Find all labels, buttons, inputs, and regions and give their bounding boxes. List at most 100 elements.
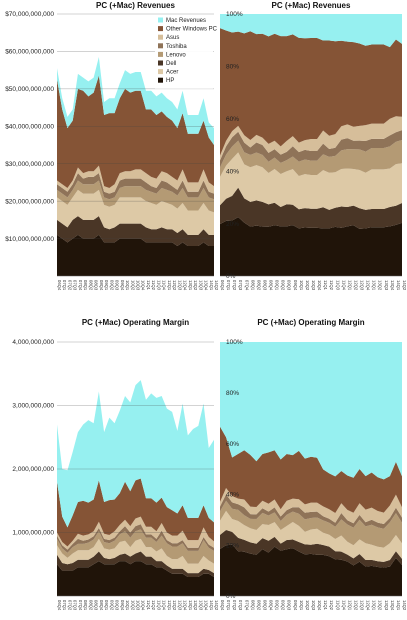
x-tick-label: 08Q2 (256, 600, 261, 611)
y-tick-label: 20% (226, 542, 239, 549)
legend-entry: Other Windows PC (166, 27, 218, 33)
series-area-other-windows-pc (57, 478, 214, 547)
legend-swatch (158, 51, 163, 57)
x-tick-label: 13Q4 (204, 600, 209, 611)
series-area-mac-revenues (57, 380, 214, 528)
x-tick-label: 06Q4 (220, 600, 225, 611)
x-tick-label: 10Q2 (130, 600, 135, 611)
x-tick-label: 08Q1 (250, 600, 255, 611)
series-area-dell (220, 187, 402, 229)
legend-entry: HP (166, 78, 174, 84)
x-tick-label: 12Q1 (167, 280, 172, 291)
x-tick-label: 14Q1 (396, 280, 401, 291)
y-tick-label: $10,000,000,000 (5, 236, 54, 243)
x-tick-label: 10Q4 (317, 600, 322, 611)
x-tick-label: 14Q1 (209, 280, 214, 291)
legend-swatch (158, 26, 163, 32)
x-tick-label: 09Q2 (109, 600, 114, 611)
series-area-acer (220, 510, 402, 562)
x-tick-label: 07Q4 (244, 600, 249, 611)
x-tick-label: 11Q2 (329, 600, 334, 611)
x-tick-label: 06Q4 (57, 600, 62, 611)
x-tick-label: 07Q1 (62, 600, 67, 611)
x-tick-label: 08Q2 (256, 280, 261, 291)
series-area-other-windows-pc (220, 426, 402, 513)
y-tick-label: 80% (226, 390, 239, 397)
x-tick-label: 09Q1 (104, 280, 109, 291)
x-tick-label: 10Q3 (311, 280, 316, 291)
y-tick-label: 3,000,000,000 (12, 403, 54, 410)
legend-entry: Asus (166, 35, 179, 41)
x-tick-label: 08Q2 (88, 280, 93, 291)
x-tick-label: 09Q3 (287, 600, 292, 611)
x-tick-label: 11Q4 (162, 280, 167, 291)
x-tick-label: 12Q2 (172, 280, 177, 291)
x-tick-label: 11Q3 (335, 600, 340, 611)
x-tick-label: 07Q3 (238, 280, 243, 291)
x-tick-label: 08Q4 (269, 280, 274, 291)
legend-entry: Dell (166, 61, 176, 67)
x-tick-label: 11Q1 (146, 600, 151, 611)
chart-title: PC (+Mac) Operating Margin (82, 318, 189, 327)
x-tick-label: 10Q4 (141, 280, 146, 291)
y-tick-label: $50,000,000,000 (5, 86, 54, 93)
x-tick-label: 11Q1 (146, 280, 151, 291)
x-tick-label: 08Q3 (94, 600, 99, 611)
legend-entry: Acer (166, 70, 178, 76)
series-area-asus (57, 165, 214, 194)
x-tick-label: 12Q2 (353, 600, 358, 611)
x-tick-label: 14Q2 (402, 600, 407, 611)
x-tick-label: 08Q4 (269, 600, 274, 611)
series-area-asus (220, 116, 402, 161)
x-tick-label: 07Q2 (232, 280, 237, 291)
x-tick-label: 06Q4 (220, 280, 225, 291)
x-tick-label: 10Q4 (317, 280, 322, 291)
series-area-mac-revenues (220, 14, 402, 48)
y-tick-label: 40% (226, 492, 239, 499)
x-tick-label: 10Q3 (136, 600, 141, 611)
x-tick-label: 06Q4 (57, 280, 62, 291)
chart-panel-2: PC (+Mac) Operating Margin 1,000,000,000 2… (12, 318, 219, 611)
chart-title: PC (+Mac) Revenues (272, 1, 351, 10)
series-area-lenovo (57, 180, 214, 213)
x-tick-label: 07Q1 (226, 280, 231, 291)
x-tick-label: 08Q3 (262, 600, 267, 611)
x-tick-label: 10Q1 (299, 280, 304, 291)
y-tick-label: $60,000,000,000 (5, 49, 54, 56)
series-area-hp (220, 217, 402, 276)
x-tick-label: 12Q4 (366, 600, 371, 611)
series-area-other-windows-pc (220, 28, 402, 156)
series-area-toshiba (57, 173, 214, 200)
y-tick-label: 100% (226, 339, 243, 346)
x-tick-label: 11Q4 (341, 280, 346, 291)
series-area-lenovo (220, 500, 402, 548)
x-tick-label: 08Q1 (83, 600, 88, 611)
x-tick-label: 10Q1 (125, 600, 130, 611)
series-area-dell (220, 529, 402, 568)
y-tick-label: 0% (226, 273, 236, 280)
x-tick-label: 13Q1 (188, 280, 193, 291)
legend-swatch (158, 43, 163, 49)
x-tick-label: 14Q2 (402, 280, 407, 291)
x-tick-label: 09Q3 (115, 280, 120, 291)
series-area-lenovo (57, 529, 214, 564)
x-tick-label: 14Q1 (209, 600, 214, 611)
x-tick-label: 12Q1 (347, 600, 352, 611)
x-tick-label: 07Q2 (232, 600, 237, 611)
x-tick-label: 07Q1 (62, 280, 67, 291)
chart-panel-0: PC (+Mac) Revenues $10,000,000,000 $20,000… (5, 1, 219, 291)
x-tick-label: 13Q2 (193, 600, 198, 611)
x-tick-label: 12Q2 (353, 280, 358, 291)
x-tick-label: 07Q3 (238, 600, 243, 611)
legend-entry: Toshiba (166, 44, 187, 50)
x-tick-label: 13Q1 (372, 280, 377, 291)
x-tick-label: 12Q3 (177, 280, 182, 291)
y-tick-label: 4,000,000,000 (12, 339, 54, 346)
x-tick-label: 13Q1 (188, 600, 193, 611)
x-tick-label: 12Q3 (360, 600, 365, 611)
x-tick-label: 13Q2 (193, 280, 198, 291)
x-tick-label: 11Q1 (323, 280, 328, 291)
y-tick-label: 20% (226, 221, 239, 228)
series-area-acer (57, 538, 214, 574)
series-area-hp (57, 561, 214, 596)
